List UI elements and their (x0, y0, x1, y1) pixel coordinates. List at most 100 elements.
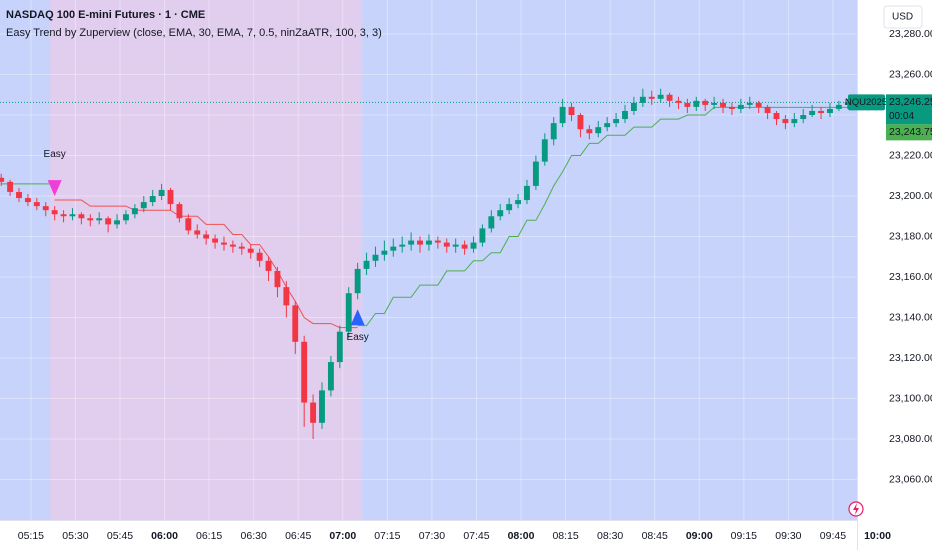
price-label: 23,246.25 (889, 96, 932, 108)
candle-body (203, 234, 210, 239)
symbol-label: NQU2025 (845, 97, 887, 108)
candle-body (755, 102, 762, 107)
trend-tag-label: 23,243.75 (889, 126, 932, 138)
candle-body (399, 244, 406, 247)
candle-body (586, 129, 593, 134)
x-tick-label: 06:00 (151, 530, 178, 542)
x-tick-label: 05:30 (62, 530, 88, 542)
candle-body (711, 102, 718, 105)
candle-body (247, 248, 254, 253)
signal-arrow (350, 309, 365, 326)
candle-body (684, 102, 691, 107)
candle-body (693, 100, 700, 107)
price-tag (886, 94, 932, 125)
candle-body (417, 240, 423, 245)
candle-body (96, 218, 103, 221)
candle-body (319, 390, 325, 423)
x-tick-label: 08:00 (508, 530, 535, 542)
candle-body (408, 240, 415, 245)
candle-body (345, 293, 352, 332)
x-tick-label: 09:15 (731, 530, 757, 542)
alert-icon (853, 503, 859, 515)
candle-body (149, 196, 156, 203)
x-tick-label: 07:30 (419, 530, 445, 542)
candle-body (292, 305, 299, 342)
candle-body (60, 214, 67, 217)
candle-body (577, 115, 584, 130)
x-tick-label: 07:45 (463, 530, 489, 542)
candle-body (212, 238, 219, 243)
candle-body (354, 268, 361, 294)
y-tick-label: 23,200.00 (889, 190, 932, 202)
candle-body (221, 242, 227, 245)
candle-body (16, 191, 22, 199)
candle-body (835, 104, 842, 109)
candle-body (737, 104, 744, 109)
x-tick-label: 06:15 (196, 530, 222, 542)
x-tick-label: 09:45 (820, 530, 846, 542)
candle-body (568, 106, 575, 116)
candle-body (114, 220, 120, 225)
candle-body (238, 246, 245, 249)
candle-body (452, 244, 459, 247)
signal-label: Easy (44, 149, 66, 160)
candle-body (746, 102, 753, 105)
x-tick-label: 08:45 (642, 530, 668, 542)
candle-body (105, 218, 112, 225)
candle-body (595, 127, 602, 134)
candle-body (648, 96, 655, 99)
y-tick-label: 23,100.00 (889, 392, 932, 404)
candle-body (844, 102, 851, 105)
candle-body (532, 161, 539, 186)
candle-body (185, 218, 192, 231)
x-tick-label: 06:30 (241, 530, 267, 542)
candle-body (283, 287, 290, 306)
candle-body (524, 185, 530, 201)
candle-body (426, 240, 432, 245)
candle-body (327, 362, 334, 391)
candle-body (434, 240, 441, 243)
candle-body (791, 119, 798, 124)
candle-body (7, 181, 14, 192)
candle-body (390, 246, 397, 251)
price-axis (857, 0, 932, 550)
candle-body (167, 189, 174, 205)
candle-body (123, 214, 129, 221)
x-tick-label: 08:30 (597, 530, 623, 542)
candle-body (158, 189, 165, 197)
candle-body (657, 94, 664, 99)
signal-arrow (47, 180, 62, 197)
candle-body (140, 202, 147, 209)
y-tick-label: 23,160.00 (889, 271, 932, 283)
candle-body (809, 110, 816, 116)
candle-body (470, 242, 477, 249)
x-tick-label: 06:45 (285, 530, 311, 542)
candle-body (639, 96, 646, 103)
currency-label: USD (892, 12, 913, 23)
candle-body (42, 206, 49, 211)
candle-body (131, 208, 138, 215)
signal-label: Easy (347, 332, 369, 343)
candle-body (488, 216, 495, 229)
candle-body (782, 119, 789, 124)
candle-body (274, 270, 281, 288)
candle-body (800, 115, 807, 120)
candle-body (630, 102, 637, 111)
candle-body (773, 112, 780, 120)
y-tick-label: 23,180.00 (889, 230, 932, 242)
chart-title: NASDAQ 100 E-mini Futures · 1 · CME (6, 9, 205, 21)
trend-line (54, 199, 358, 329)
y-tick-label: 23,120.00 (889, 352, 932, 364)
candle-body (194, 230, 201, 235)
candle-body (33, 202, 40, 207)
y-tick-label: 23,280.00 (889, 28, 932, 40)
y-tick-label: 23,060.00 (889, 473, 932, 485)
plot-area: Easy Easy NASDAQ 100 E-mini Futures · 1 · … (0, 0, 857, 520)
y-tick-label: 23,080.00 (889, 433, 932, 445)
candle-body (479, 228, 486, 243)
candle-body (559, 106, 566, 124)
indicator-label: Easy Trend by Zuperview (close, EMA, 30,… (6, 27, 382, 39)
candle-body (675, 100, 682, 103)
candle-body (372, 254, 379, 261)
